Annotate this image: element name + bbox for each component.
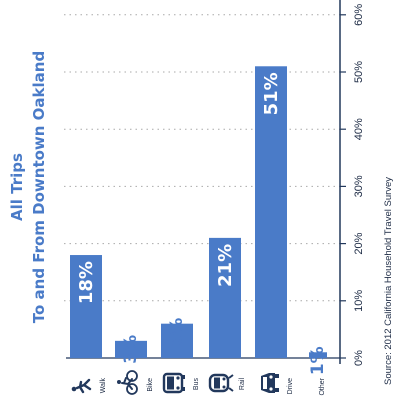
category-label: Bus [193,378,200,391]
bus-light [176,376,180,380]
car-wheel [275,374,279,378]
rail-light [222,377,226,381]
bus-wheel [182,375,185,379]
category-label: Other [319,377,326,395]
category-label: Walk [100,378,107,394]
bar-value-label: 18% [76,261,97,304]
walk-body [75,378,92,394]
bar-drive [255,66,287,358]
bus-light [176,386,180,390]
bar-value-label: 1% [308,346,328,375]
source-note: Source: 2012 California Household Travel… [383,177,394,385]
axis-tick-label: 30% [353,175,365,197]
bus-body [162,372,184,394]
rail-body [208,373,230,393]
bar-value-label: 51% [261,72,282,115]
bar-rail [209,237,241,358]
bar-walk [70,255,102,358]
rail-light [222,385,226,389]
rail-window [214,377,220,389]
walk-head [71,386,77,392]
bike-rider-head [117,380,121,384]
car-wheel [275,388,279,392]
axis-tick-label: 40% [353,118,365,140]
bike-wheel [126,383,138,395]
rail-icon [208,373,234,393]
bar-value-label: 21% [215,244,236,287]
bus-icon [162,372,185,394]
category-label: Drive [287,378,294,394]
axis-tick-label: 0% [353,350,365,366]
axis-tick-label: 10% [353,290,365,312]
chart-title-line2: To and From Downtown Oakland [30,51,48,323]
axis-tick-label: 20% [353,232,365,254]
chart-title-line1: All Trips [8,153,26,221]
axis-tick-label: 50% [353,61,365,83]
plot-area: 0% 10% 20% 30% 40% 50% 60% 18% Walk 3% Bike 6% Bus 21… [8,0,394,396]
category-label: Rail [239,378,246,391]
bar-other [309,352,327,358]
bus-window [167,376,174,390]
bike-wheel [126,370,138,382]
bike-frame [121,377,133,390]
car-window [263,377,267,389]
category-label: Bike [147,378,154,392]
axis-tick-label: 60% [353,4,365,26]
bar-bus [161,323,193,358]
walk-icon [71,378,92,394]
car-light [269,387,273,391]
rail-legs [228,374,234,392]
bar-value-label: 3% [121,335,141,364]
bike-icon [117,370,138,395]
car-light [269,375,273,379]
car-icon [261,373,279,393]
bar-bike [115,340,147,358]
bar-value-label: 6% [167,318,187,347]
bus-wheel [182,387,185,391]
